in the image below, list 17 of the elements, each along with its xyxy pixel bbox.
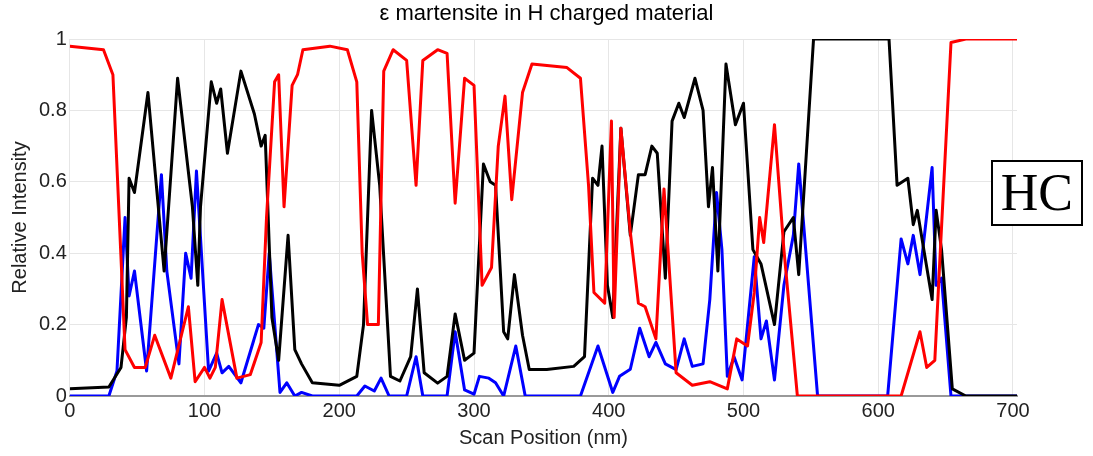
y-tick-label: 1 [55, 26, 67, 49]
x-tick-label: 400 [592, 398, 626, 421]
x-tick-label: 600 [861, 398, 895, 421]
y-tick-label: 0.8 [38, 97, 67, 120]
x-tick-label: 700 [996, 398, 1030, 421]
y-tick-label: 0 [55, 383, 67, 406]
x-tick-label: 300 [457, 398, 491, 421]
y-tick-label: 0.4 [38, 240, 67, 263]
x-tick-label: 500 [726, 398, 761, 421]
chart-title: ε martensite in H charged material [378, 0, 715, 26]
y-axis-title: Relative Intensity [7, 141, 30, 294]
x-tick-label: 200 [322, 398, 356, 421]
x-axis-title: Scan Position (nm) [458, 425, 628, 448]
x-tick-label: 100 [187, 398, 222, 421]
annotation: HC [990, 160, 1083, 226]
y-tick-label: 0.2 [38, 312, 67, 335]
y-tick-label: 0.6 [38, 169, 67, 192]
